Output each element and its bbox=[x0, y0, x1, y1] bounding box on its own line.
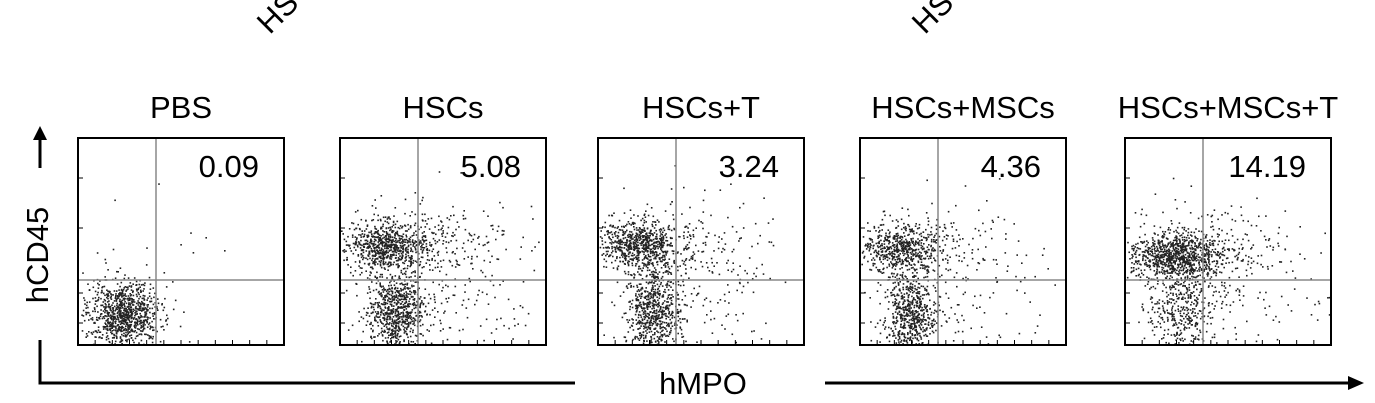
y-arrow-head bbox=[33, 126, 47, 140]
panel-title: PBS bbox=[150, 90, 212, 125]
panel: HSCs+MSCs+T 14.19 bbox=[1118, 90, 1339, 346]
percentage: 0.09 bbox=[199, 149, 259, 184]
x-arrow-head bbox=[1348, 376, 1364, 390]
panel-title: HSCs+MSCs+T bbox=[1118, 90, 1339, 125]
panel-title: HSCs+MSCs bbox=[871, 90, 1054, 125]
percentage: 4.36 bbox=[981, 149, 1041, 184]
dot-cloud bbox=[1126, 177, 1331, 346]
dot-cloud bbox=[599, 165, 787, 346]
panel-title: HSCs bbox=[403, 90, 484, 125]
y-axis-label: hCD45 bbox=[20, 207, 55, 304]
panel: PBS 0.09 bbox=[77, 90, 285, 346]
dot-cloud bbox=[81, 183, 226, 346]
percentage: 14.19 bbox=[1228, 149, 1306, 184]
percentage: 5.08 bbox=[461, 149, 521, 184]
top-label: HS bbox=[905, 0, 960, 40]
y-axis: hCD45 bbox=[20, 126, 575, 385]
percentage: 3.24 bbox=[719, 149, 779, 184]
panels: PBS0.09HSCs5.08HSCs+T3.24HSCs+MSCs4.36HS… bbox=[77, 90, 1339, 346]
x-axis: hMPO bbox=[659, 366, 1364, 401]
top-label: HS bbox=[250, 0, 305, 40]
dot-cloud bbox=[861, 178, 1056, 346]
dot-cloud bbox=[341, 171, 540, 346]
panel: HSCs+MSCs 4.36 bbox=[859, 90, 1067, 346]
panel: HSCs 5.08 bbox=[339, 90, 547, 346]
axis-line bbox=[38, 340, 575, 385]
panel: HSCs+T 3.24 bbox=[597, 90, 805, 346]
x-axis-label: hMPO bbox=[659, 366, 747, 401]
panel-title: HSCs+T bbox=[642, 90, 760, 125]
